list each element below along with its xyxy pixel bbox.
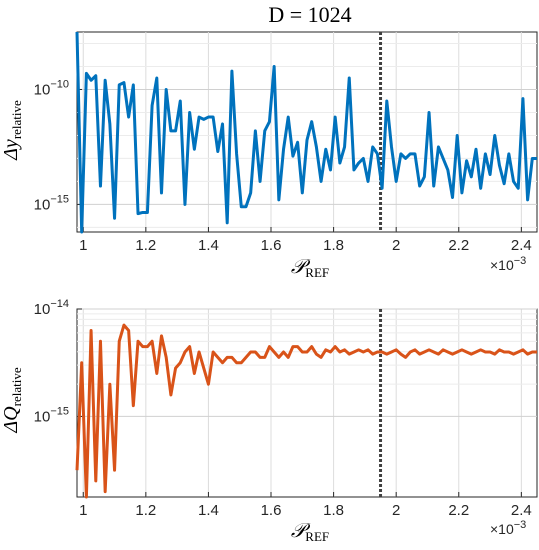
figure-title: D = 1024 <box>268 2 351 27</box>
x-tick-label: 2 <box>392 502 400 519</box>
x-tick-label: 2 <box>392 237 400 254</box>
y-tick-label: 10−10 <box>34 78 69 98</box>
x-tick-label: 1.6 <box>261 502 282 519</box>
x-tick-label: 2.2 <box>448 237 469 254</box>
x-tick-label: 1.6 <box>261 237 282 254</box>
top-x-exponent: ×10−3 <box>490 255 526 273</box>
y-tick-label: 10−15 <box>34 405 69 425</box>
x-tick-label: 1.2 <box>135 237 156 254</box>
bottom-panel: 1 1.2 1.4 1.6 1.8 2 2.2 2.4 10−14 10−15 ΔQrelativ… <box>0 298 538 544</box>
bottom-plot-area <box>76 308 538 498</box>
x-tick-label: 1.8 <box>323 237 344 254</box>
x-tick-label: 1.4 <box>198 237 219 254</box>
bottom-x-exponent: ×10−3 <box>490 519 526 537</box>
top-xlabel: 𝒫REF <box>291 256 329 280</box>
top-panel: 1 1.2 1.4 1.6 1.8 2 2.2 2.4 10−10 10−15 Δyrelativ… <box>0 31 538 280</box>
x-tick-label: 1.8 <box>323 502 344 519</box>
x-tick-label: 2.2 <box>448 502 469 519</box>
top-plot-area <box>76 31 538 233</box>
x-tick-label: 1.4 <box>198 502 219 519</box>
x-tick-label: 1 <box>79 237 87 254</box>
bottom-series-line <box>75 323 537 499</box>
x-tick-label: 1.2 <box>135 502 156 519</box>
top-series-line <box>75 31 537 234</box>
bottom-ticks: 1 1.2 1.4 1.6 1.8 2 2.2 2.4 10−14 10−15 <box>34 298 532 519</box>
top-ylabel: Δyrelative <box>0 100 24 161</box>
x-tick-label: 1 <box>79 502 87 519</box>
top-ticks: 1 1.2 1.4 1.6 1.8 2 2.2 2.4 10−10 10−15 <box>34 78 532 254</box>
x-tick-label: 2.4 <box>511 237 532 254</box>
y-tick-label: 10−15 <box>34 193 69 213</box>
y-tick-label: 10−14 <box>34 298 69 318</box>
bottom-ylabel: ΔQrelative <box>0 367 24 433</box>
bottom-xlabel: 𝒫REF <box>291 520 329 544</box>
x-tick-label: 2.4 <box>511 502 532 519</box>
